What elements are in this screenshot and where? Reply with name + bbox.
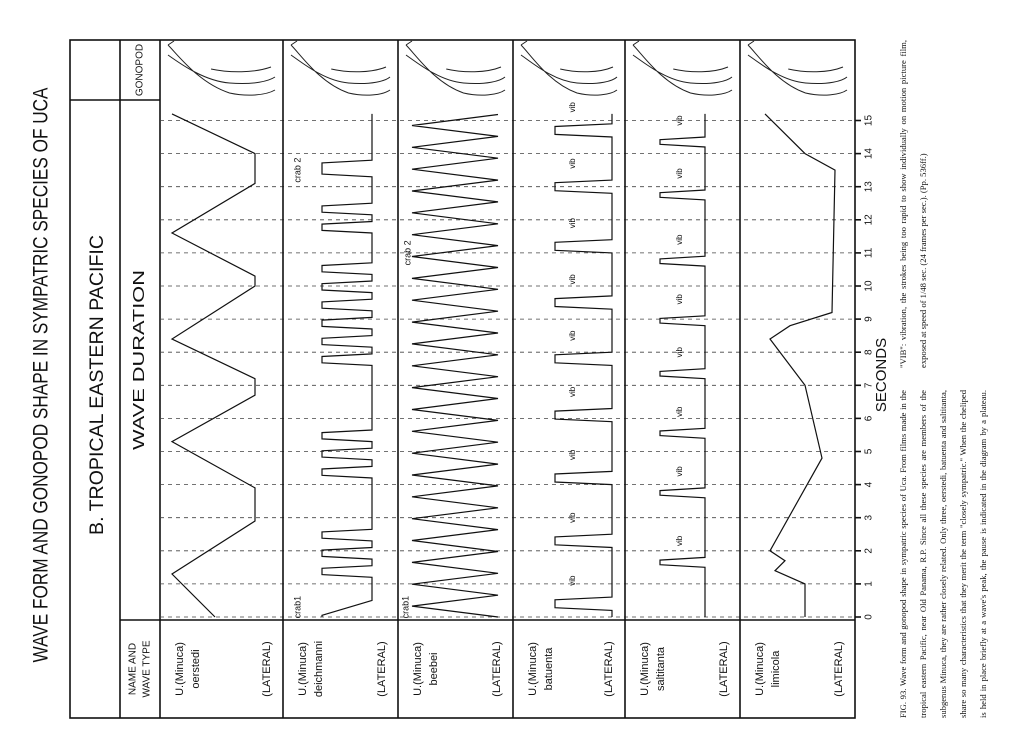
species-name: oerstedi: [190, 649, 202, 688]
wave-line: [659, 113, 706, 617]
wave-line: [170, 113, 256, 618]
species-name: deichmanni: [313, 641, 325, 697]
tick-label: 7: [864, 382, 875, 388]
axis-label: SECONDS: [873, 338, 890, 412]
gonopod-sketch: [405, 40, 506, 96]
wave-type: (LATERAL): [376, 641, 388, 696]
tick-label: 3: [864, 514, 875, 520]
vib-label: vib: [568, 575, 577, 586]
tick-label: 4: [864, 481, 875, 487]
vib-label: vib: [568, 449, 577, 460]
wave-type: (LATERAL): [603, 641, 615, 696]
species-subgenus: U.(Minuca): [639, 642, 651, 696]
tick-label: 12: [864, 214, 875, 226]
crab-label: crab1: [400, 596, 410, 619]
figure-subtitle: B. TROPICAL EASTERN PACIFIC: [87, 235, 108, 535]
tick-label: 14: [864, 148, 875, 160]
species-name: saltitanta: [655, 646, 667, 691]
wave-line: [321, 113, 373, 617]
vib-label: vib: [568, 330, 577, 341]
species-name: beebei: [428, 652, 440, 685]
species-name: limicola: [770, 650, 782, 688]
species-subgenus: U.(Minuca): [412, 642, 424, 696]
tick-label: 8: [864, 349, 875, 355]
species-subgenus: U.(Minuca): [297, 642, 309, 696]
tick-label: 9: [864, 316, 875, 322]
tick-label: 0: [864, 614, 875, 620]
duration-header: WAVE DURATION: [131, 270, 148, 450]
tick-label: 10: [864, 280, 875, 292]
tick-label: 6: [864, 415, 875, 421]
vib-label: vib: [675, 466, 684, 477]
crab-label: crab1: [292, 596, 302, 619]
species-subgenus: U.(Minuca): [527, 642, 539, 696]
wave-line: [764, 113, 836, 617]
tick-label: 1: [864, 581, 875, 587]
gonopod-sketch: [632, 40, 733, 96]
gonopod-sketch: [747, 40, 848, 96]
gonopod-sketch: [290, 40, 391, 96]
tick-label: 2: [864, 548, 875, 554]
wave-type: (LATERAL): [718, 641, 730, 696]
crab-label: crab 2: [402, 240, 412, 265]
tick-label: 11: [864, 247, 875, 258]
vib-label: vib: [568, 274, 577, 285]
crab-label: crab 2: [292, 158, 302, 183]
caption: FIG. 93. Wave form and gonopod shape in …: [898, 40, 988, 718]
species-subgenus: U.(Minuca): [174, 642, 186, 696]
wave-type: (LATERAL): [833, 641, 845, 696]
name-header: WAVE TYPE: [142, 640, 153, 697]
wave-line: [554, 113, 613, 617]
vib-label: vib: [675, 168, 684, 179]
name-header: NAME AND: [128, 643, 139, 695]
vib-label: vib: [675, 234, 684, 245]
table-frame: [69, 39, 856, 719]
vib-label: vib: [568, 386, 577, 397]
tick-label: 5: [864, 448, 875, 454]
gonopod-header: GONOPOD: [135, 44, 146, 96]
vib-label: vib: [675, 535, 684, 546]
vib-label: vib: [568, 102, 577, 113]
tick-label: 13: [864, 181, 875, 193]
species-name: batuenta: [543, 647, 555, 691]
wave-type: (LATERAL): [491, 641, 503, 696]
gonopod-sketch: [167, 40, 276, 96]
tick-label: 15: [864, 115, 875, 127]
vib-label: vib: [675, 115, 684, 126]
vib-label: vib: [675, 406, 684, 417]
species-subgenus: U.(Minuca): [754, 642, 766, 696]
vib-label: vib: [675, 347, 684, 358]
gonopod-sketch: [520, 40, 618, 96]
figure-title: WAVE FORM AND GONOPOD SHAPE IN SYMPATRIC…: [30, 88, 53, 663]
vib-label: vib: [675, 294, 684, 305]
vib-label: vib: [568, 217, 577, 228]
vib-label: vib: [568, 512, 577, 523]
vib-label: vib: [568, 158, 577, 169]
wave-type: (LATERAL): [261, 641, 273, 696]
wave-line: [411, 113, 499, 618]
figure: WAVE FORM AND GONOPOD SHAPE IN SYMPATRIC…: [30, 39, 890, 719]
